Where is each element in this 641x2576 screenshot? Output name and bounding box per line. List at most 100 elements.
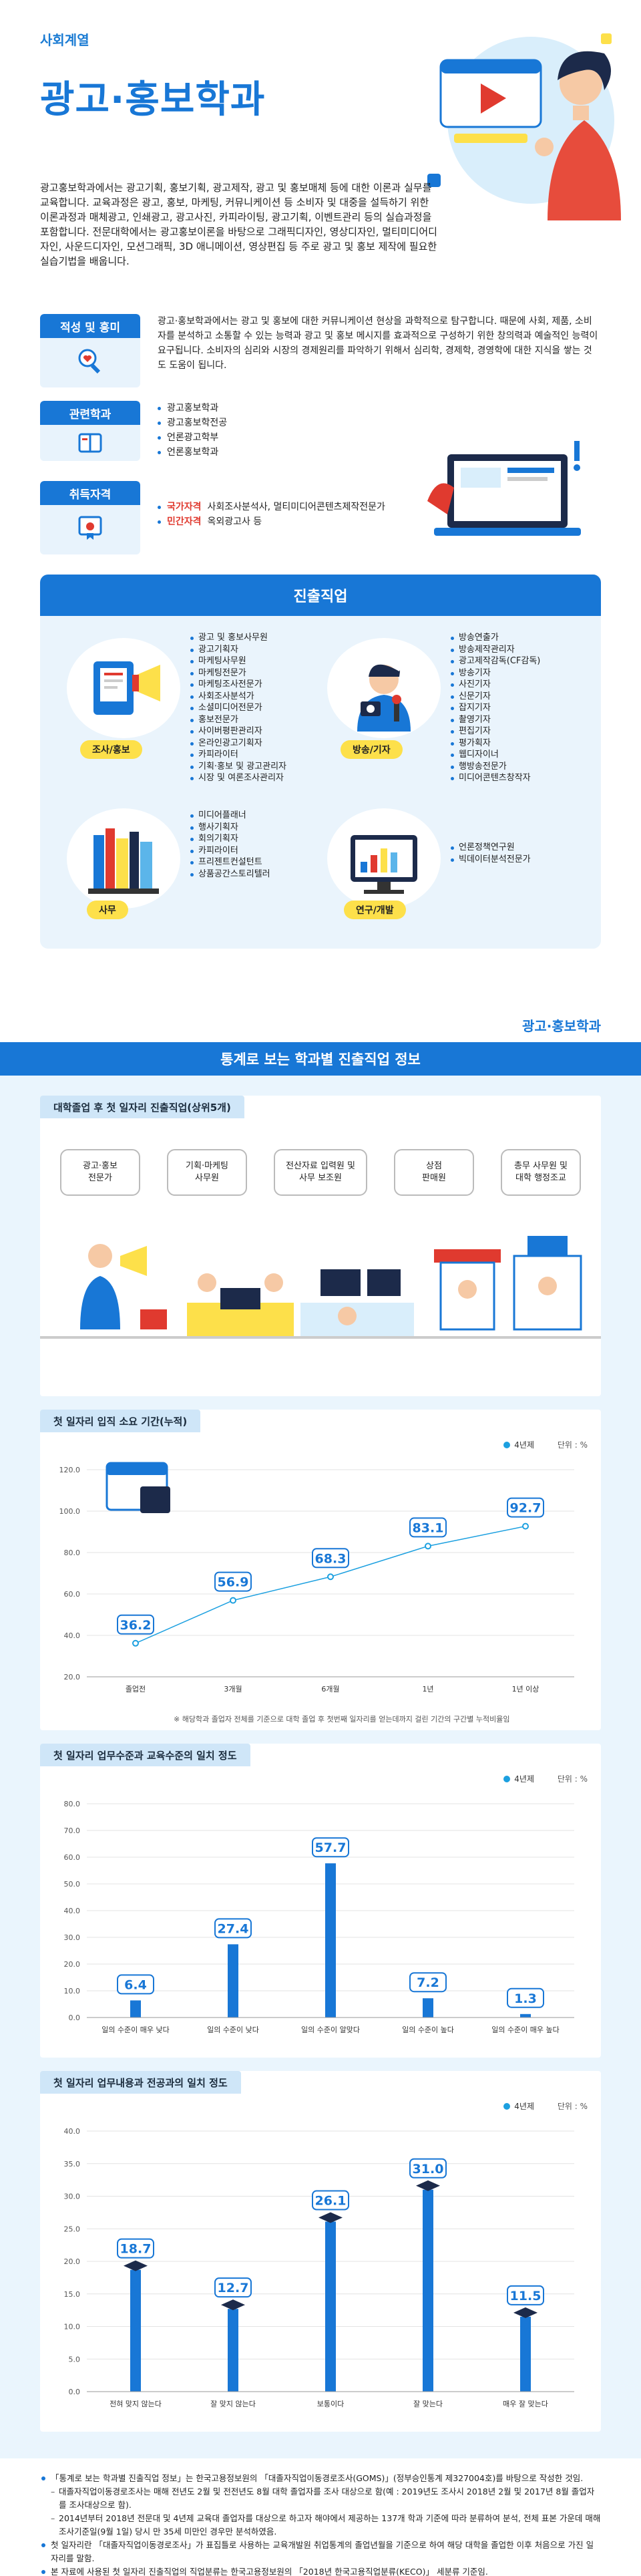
note-item: 대졸자직업이동경로조사는 매해 전년도 2월 및 전전년도 8월 대학 졸업자를… [40,2485,601,2512]
data-label-box [507,1987,544,2008]
y-tick-label: 10.0 [64,1987,81,1995]
y-tick-label: 40.0 [64,1631,81,1640]
x-tick-label: 일의 수준이 매우 낮다 [101,2025,170,2034]
job-bubble: 총무 사무원 및 대학 행정조교 [501,1149,581,1196]
chart1-legend: 4년제 [503,1439,534,1450]
job-item: 촬영기자 [451,714,540,726]
job-item: 신문기자 [451,691,540,703]
data-point [425,1543,431,1550]
y-tick-label: 10.0 [64,2323,81,2331]
intro-text: 광고홍보학과에서는 광고기획, 홍보기획, 광고제작, 광고 및 홍보매체 등에… [40,182,437,267]
job-bubble: 전산자료 입력원 및 사무 보조원 [274,1149,367,1196]
y-tick-label: 0.0 [69,2014,81,2022]
y-tick-label: 30.0 [64,1933,81,1942]
chart2-unit: 단위 : % [557,1774,588,1784]
related-box: 관련학과 [40,401,140,461]
x-tick-label: 일의 수준이 알맞다 [301,2025,360,2034]
chart3-svg: 40.0 35.0 30.0 25.0 20.0 15.0 10.0 5.0 0.0 전혀 맞지 … [64,2127,574,2408]
cert-private: 민간자격 옥외광고사 등 [158,514,385,529]
graduation-cap-icon [513,2307,538,2318]
chart2-legend: 4년제 [503,1773,534,1784]
job-item: 평가획자 [451,738,540,750]
data-label-box [312,1548,349,1569]
top-jobs-panel: 대학졸업 후 첫 일자리 진출직업(상위5개) 광고·홍보 전문가 기획·마케팅… [40,1096,601,1396]
cert-private-label: 민간자격 [167,516,202,527]
legend-dot-icon [503,1775,511,1782]
data-label-box [214,1918,252,1939]
related-item: 광고홍보학과 [158,401,227,416]
job-list-research: 언론정책연구원 빅데이터분석전문가 [451,842,531,865]
chart3-unit: 단위 : % [557,2102,588,2111]
data-label: 11.5 [510,2289,542,2303]
job-tag: 연구/개발 [344,901,406,919]
workers-illustration [40,1236,601,1339]
job-item: 방송연출가 [451,632,540,644]
job-item: 방송제작관리자 [451,644,540,656]
survey-illustration [67,638,180,738]
x-tick-label: 일의 수준이 매우 높다 [491,2025,560,2034]
job-item: 편집기자 [451,726,540,738]
bar [423,2189,433,2392]
data-point [230,1597,236,1604]
job-item: 마케팅사무원 [190,655,286,667]
y-tick-label: 40.0 [64,2127,81,2136]
bar [130,2269,141,2392]
job-list-office: 미디어플래너 행사기획자 회의기획자 카피라이터 프리젠트컨설턴트 상품공간스토… [190,810,270,880]
job-item: 상품공간스토리텔러 [190,868,270,880]
job-item: 행사기획자 [190,822,270,834]
related-section: 관련학과 광고홍보학과 광고홍보학전공 언론광고학부 언론홍보학과 [40,401,227,461]
job-item: 프리젠트컨설턴트 [190,856,270,868]
graduation-cap-icon [416,2180,440,2191]
x-tick-label: 잘 맞는다 [413,2400,443,2408]
related-list: 광고홍보학과 광고홍보학전공 언론광고학부 언론홍보학과 [158,401,227,460]
data-label: 31.0 [413,2162,444,2177]
y-tick-label: 60.0 [64,1590,81,1599]
stats-title: 통계로 보는 학과별 진출직업 정보 [0,1042,641,1076]
data-label: 6.4 [124,1977,147,1992]
x-tick-label: 졸업전 [126,1685,146,1694]
job-item: 카피라이터 [190,845,270,857]
page-title: 광고·홍보학과 [40,78,266,122]
cert-private-value: 옥외광고사 등 [207,516,262,527]
certs-list: 국가자격 사회조사분석사, 멀티미디어콘텐츠제작전문가 민간자격 옥외광고사 등 [158,500,385,529]
y-tick-label: 15.0 [64,2290,81,2299]
data-label: 27.4 [218,1921,249,1936]
job-item: 회의기획자 [190,833,270,845]
legend-label: 4년제 [514,1774,534,1784]
chart3-panel: 첫 일자리 업무내용과 전공과의 일치 정도 4년제 단위 : % 40.0 35… [40,2071,601,2432]
certs-box: 취득자격 [40,481,140,554]
y-tick-label: 30.0 [64,2193,81,2201]
research-illustration [327,808,441,909]
y-tick-label: 80.0 [64,1549,81,1557]
legend-label: 4년제 [514,2102,534,2111]
x-tick-label: 3개월 [224,1685,242,1694]
graduation-cap-icon [221,2299,245,2311]
y-tick-label: 0.0 [69,2388,81,2396]
bar [130,2000,141,2018]
job-item: 방송기자 [451,667,540,679]
data-point [327,1573,334,1581]
job-item: 사이버평판관리자 [190,726,286,738]
job-item: 사진기자 [451,679,540,691]
job-item: 언론정책연구원 [451,842,531,854]
y-tick-label: 20.0 [64,2257,81,2266]
job-bubble: 기획·마케팅 사무원 [167,1149,247,1196]
job-item: 광고제작감독(CF감독) [451,655,540,667]
note-item: 첫 일자리란 「대졸자직업이동경로조사」가 표집틀로 사용하는 교육개발원 취업… [40,2539,601,2565]
x-tick-label: 매우 잘 맞는다 [503,2400,548,2408]
y-tick-label: 120.0 [59,1466,81,1474]
certs-section: 취득자격 국가자격 사회조사분석사, 멀티미디어콘텐츠제작전문가 민간자격 옥외… [40,481,385,554]
data-label-box [117,2238,154,2259]
top-jobs-title: 대학졸업 후 첫 일자리 진출직업(상위5개) [40,1096,244,1118]
heart-magnifier-icon [78,349,101,374]
job-item: 마케팅전문가 [190,667,286,679]
job-bubble: 상점 판매원 [394,1149,474,1196]
book-icon [78,433,102,453]
x-tick-label: 일의 수준이 높다 [402,2025,454,2034]
data-label-box [214,1571,252,1592]
cert-national-label: 국가자격 [167,502,202,512]
chart1-panel: 첫 일자리 입직 소요 기간(누적) 4년제 단위 : % 120.0 100.0… [40,1410,601,1730]
category-label: 사회계열 [40,32,89,48]
chart2-title: 첫 일자리 업무수준과 교육수준의 일치 정도 [40,1744,250,1766]
hero-illustration [427,33,621,220]
